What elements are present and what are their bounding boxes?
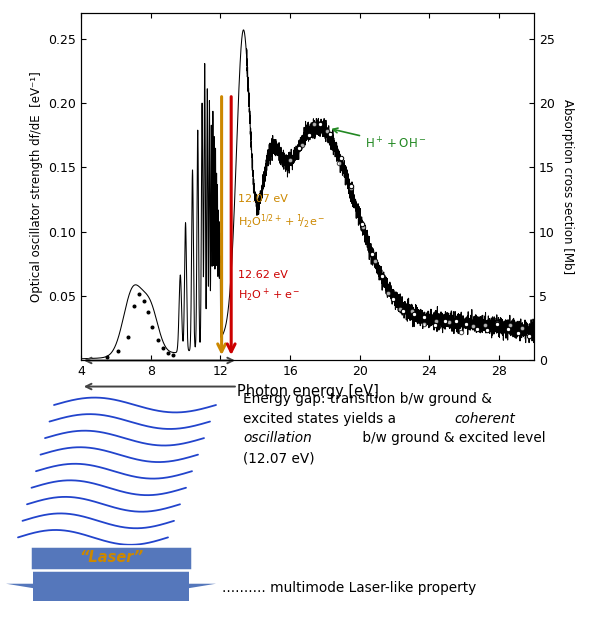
Bar [33,561,189,601]
Text: “Laser”: “Laser” [79,551,143,565]
X-axis label: Photon energy [eV]: Photon energy [eV] [236,384,379,399]
Y-axis label: Optical oscillator strength df/dE  [eV⁻¹]: Optical oscillator strength df/dE [eV⁻¹] [29,71,43,302]
Text: 12.62 eV
$\mathsf{H_2O^+ + e^-}$: 12.62 eV $\mathsf{H_2O^+ + e^-}$ [238,270,300,304]
Text: $\mathsf{H^+ + OH^-}$: $\mathsf{H^+ + OH^-}$ [333,128,427,152]
Polygon shape [6,584,216,601]
Text: oscillation: oscillation [243,431,312,445]
Text: Energy gap: transition b/w ground &: Energy gap: transition b/w ground & [243,392,492,406]
FancyBboxPatch shape [30,546,192,570]
Text: (12.07 eV): (12.07 eV) [243,451,314,465]
Text: coherent: coherent [455,412,515,426]
Text: .......... multimode Laser-like property: .......... multimode Laser-like property [222,581,476,595]
Text: b/w ground & excited level: b/w ground & excited level [358,431,545,445]
Y-axis label: Absorption cross section [Mb]: Absorption cross section [Mb] [561,99,574,274]
Text: excited states yields a: excited states yields a [243,412,400,426]
Text: 12.07 eV
$\mathsf{H_2O^{1/2+}+{^1\!/}_2e^-}$: 12.07 eV $\mathsf{H_2O^{1/2+}+{^1\!/}_2e… [238,194,325,230]
